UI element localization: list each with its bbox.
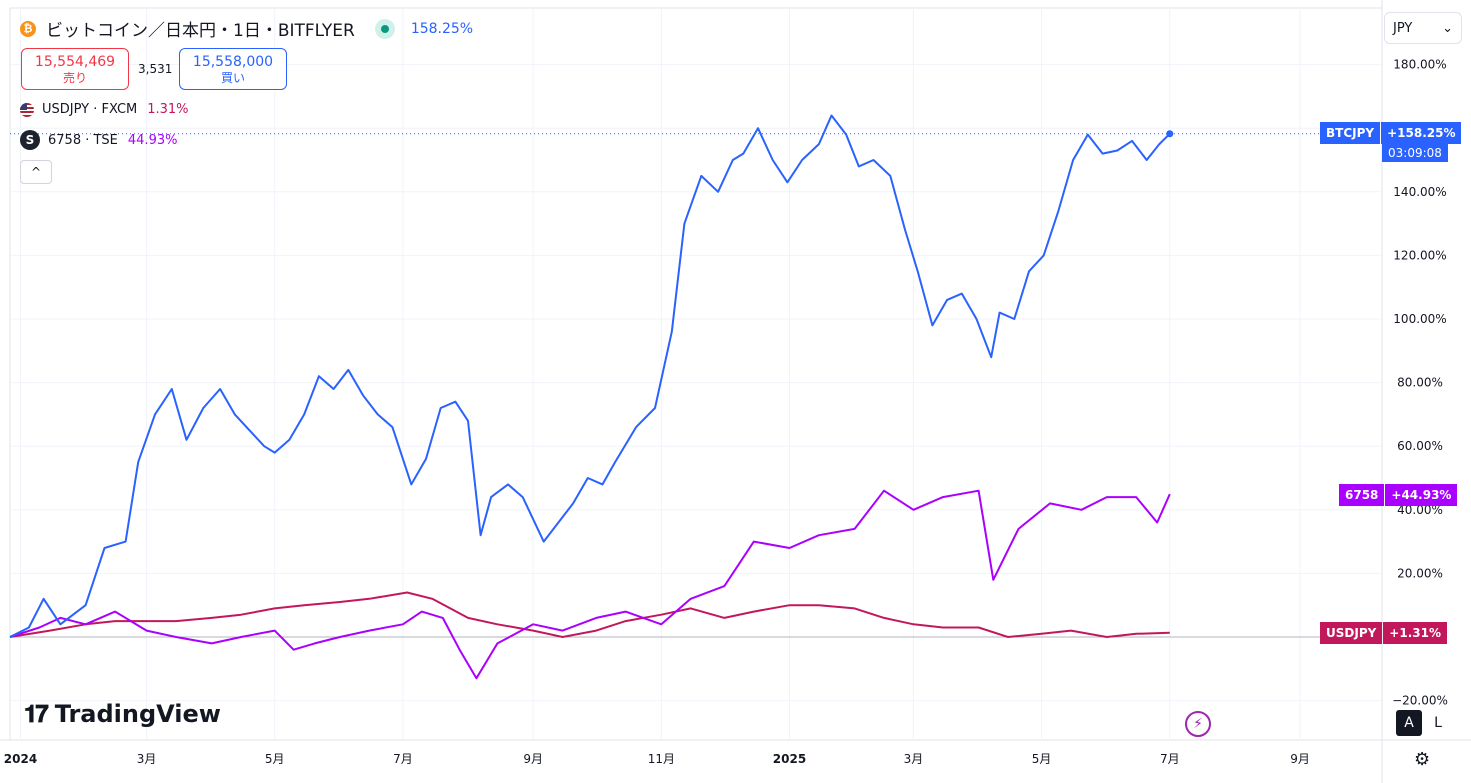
btc-countdown: 03:09:08 bbox=[1388, 146, 1442, 160]
x-tick-label: 5月 bbox=[265, 752, 285, 766]
tradingview-logo[interactable]: 𝟏𝟕 TradingView bbox=[24, 700, 221, 728]
sony-legend[interactable]: S 6758 · TSE 44.93% bbox=[20, 130, 177, 150]
series-line-btcjpy bbox=[9, 114, 1171, 638]
usdjpy-change: 1.31% bbox=[147, 102, 189, 117]
us-flag-icon bbox=[20, 102, 34, 117]
market-open-icon bbox=[374, 18, 395, 39]
plot-frame bbox=[9, 7, 1383, 741]
y-tick-label: −20.00% bbox=[1392, 694, 1448, 708]
series-line-usdjpy bbox=[9, 591, 1170, 638]
sell-button[interactable]: 15,554,469 売り bbox=[21, 48, 129, 90]
currency-label: JPY bbox=[1393, 20, 1413, 36]
series-line-6758 bbox=[9, 489, 1171, 680]
btc-series-name: BTCJPY bbox=[1320, 122, 1381, 144]
x-tick-label: 3月 bbox=[137, 752, 157, 766]
btc-last-point bbox=[1166, 130, 1174, 138]
flash-icon[interactable]: ⚡ bbox=[1185, 711, 1211, 737]
btc-last-change: +158.25% bbox=[1381, 122, 1462, 144]
y-tick-label: 120.00% bbox=[1393, 248, 1446, 262]
usdjpy-last-change: +1.31% bbox=[1383, 622, 1447, 644]
x-tick-label: 9月 bbox=[1290, 752, 1310, 766]
sony-logo-icon: S bbox=[20, 130, 40, 150]
x-tick-label: 7月 bbox=[393, 752, 413, 766]
y-tick-label: 60.00% bbox=[1397, 439, 1443, 453]
y-tick-label: 100.00% bbox=[1393, 312, 1446, 326]
usdjpy-name: USDJPY · FXCM bbox=[42, 102, 138, 117]
btc-countdown-label: 03:09:08 bbox=[1382, 144, 1448, 162]
x-tick-label: 2024 bbox=[4, 752, 37, 766]
x-tick-label: 5月 bbox=[1032, 752, 1052, 766]
tradingview-name: TradingView bbox=[54, 700, 221, 728]
y-tick-label: 40.00% bbox=[1397, 503, 1443, 517]
spread-value: 3,531 bbox=[138, 62, 173, 76]
y-tick-label: 180.00% bbox=[1393, 58, 1446, 72]
main-symbol-legend[interactable]: ₿ ビットコイン／日本円・1日・BITFLYER 158.25% bbox=[20, 16, 473, 41]
chevron-up-icon: ^ bbox=[30, 165, 42, 179]
usdjpy-legend[interactable]: USDJPY · FXCM 1.31% bbox=[20, 102, 189, 117]
x-tick-label: 3月 bbox=[904, 752, 924, 766]
bitcoin-icon: ₿ bbox=[20, 20, 36, 37]
series-lines bbox=[9, 114, 1382, 680]
currency-selector[interactable]: JPY ⌄ bbox=[1384, 12, 1462, 44]
symbol-title[interactable]: ビットコイン／日本円・1日・BITFLYER bbox=[46, 21, 355, 41]
y-tick-label: 140.00% bbox=[1393, 185, 1446, 199]
x-tick-label: 7月 bbox=[1160, 752, 1180, 766]
main-change: 158.25% bbox=[410, 20, 474, 37]
sony-series-name: 6758 bbox=[1339, 484, 1385, 506]
settings-gear-icon[interactable]: ⚙ bbox=[1414, 749, 1431, 770]
x-tick-label: 11月 bbox=[648, 752, 675, 766]
usdjpy-series-name: USDJPY bbox=[1320, 622, 1383, 644]
collapse-legend-button[interactable]: ^ bbox=[20, 160, 52, 184]
x-tick-label: 9月 bbox=[523, 752, 543, 766]
sony-last-change: +44.93% bbox=[1385, 484, 1458, 506]
tradingview-mark-icon: 𝟏𝟕 bbox=[24, 700, 49, 728]
log-scale-button[interactable]: L bbox=[1434, 715, 1442, 731]
usdjpy-price-label: USDJPY +1.31% bbox=[1320, 622, 1447, 644]
auto-scale-button[interactable]: A bbox=[1396, 710, 1422, 736]
sony-price-label: 6758 +44.93% bbox=[1339, 484, 1458, 506]
sony-change: 44.93% bbox=[127, 132, 178, 148]
axes: −20.00% 20.00% 40.00% 60.00% 80.00% 100.00% 12… bbox=[4, 58, 1448, 766]
y-tick-label: 20.00% bbox=[1397, 566, 1443, 580]
buy-label: 買い bbox=[220, 70, 245, 85]
sell-price: 15,554,469 bbox=[34, 53, 116, 70]
y-tick-label: 80.00% bbox=[1397, 376, 1443, 390]
sell-label: 売り bbox=[62, 70, 87, 85]
btc-price-label: BTCJPY +158.25% bbox=[1320, 122, 1462, 144]
buy-price: 15,558,000 bbox=[192, 53, 274, 70]
chevron-down-icon: ⌄ bbox=[1442, 20, 1453, 36]
buy-button[interactable]: 15,558,000 買い bbox=[179, 48, 287, 90]
sony-name: 6758 · TSE bbox=[48, 132, 118, 148]
x-tick-label: 2025 bbox=[773, 752, 806, 766]
